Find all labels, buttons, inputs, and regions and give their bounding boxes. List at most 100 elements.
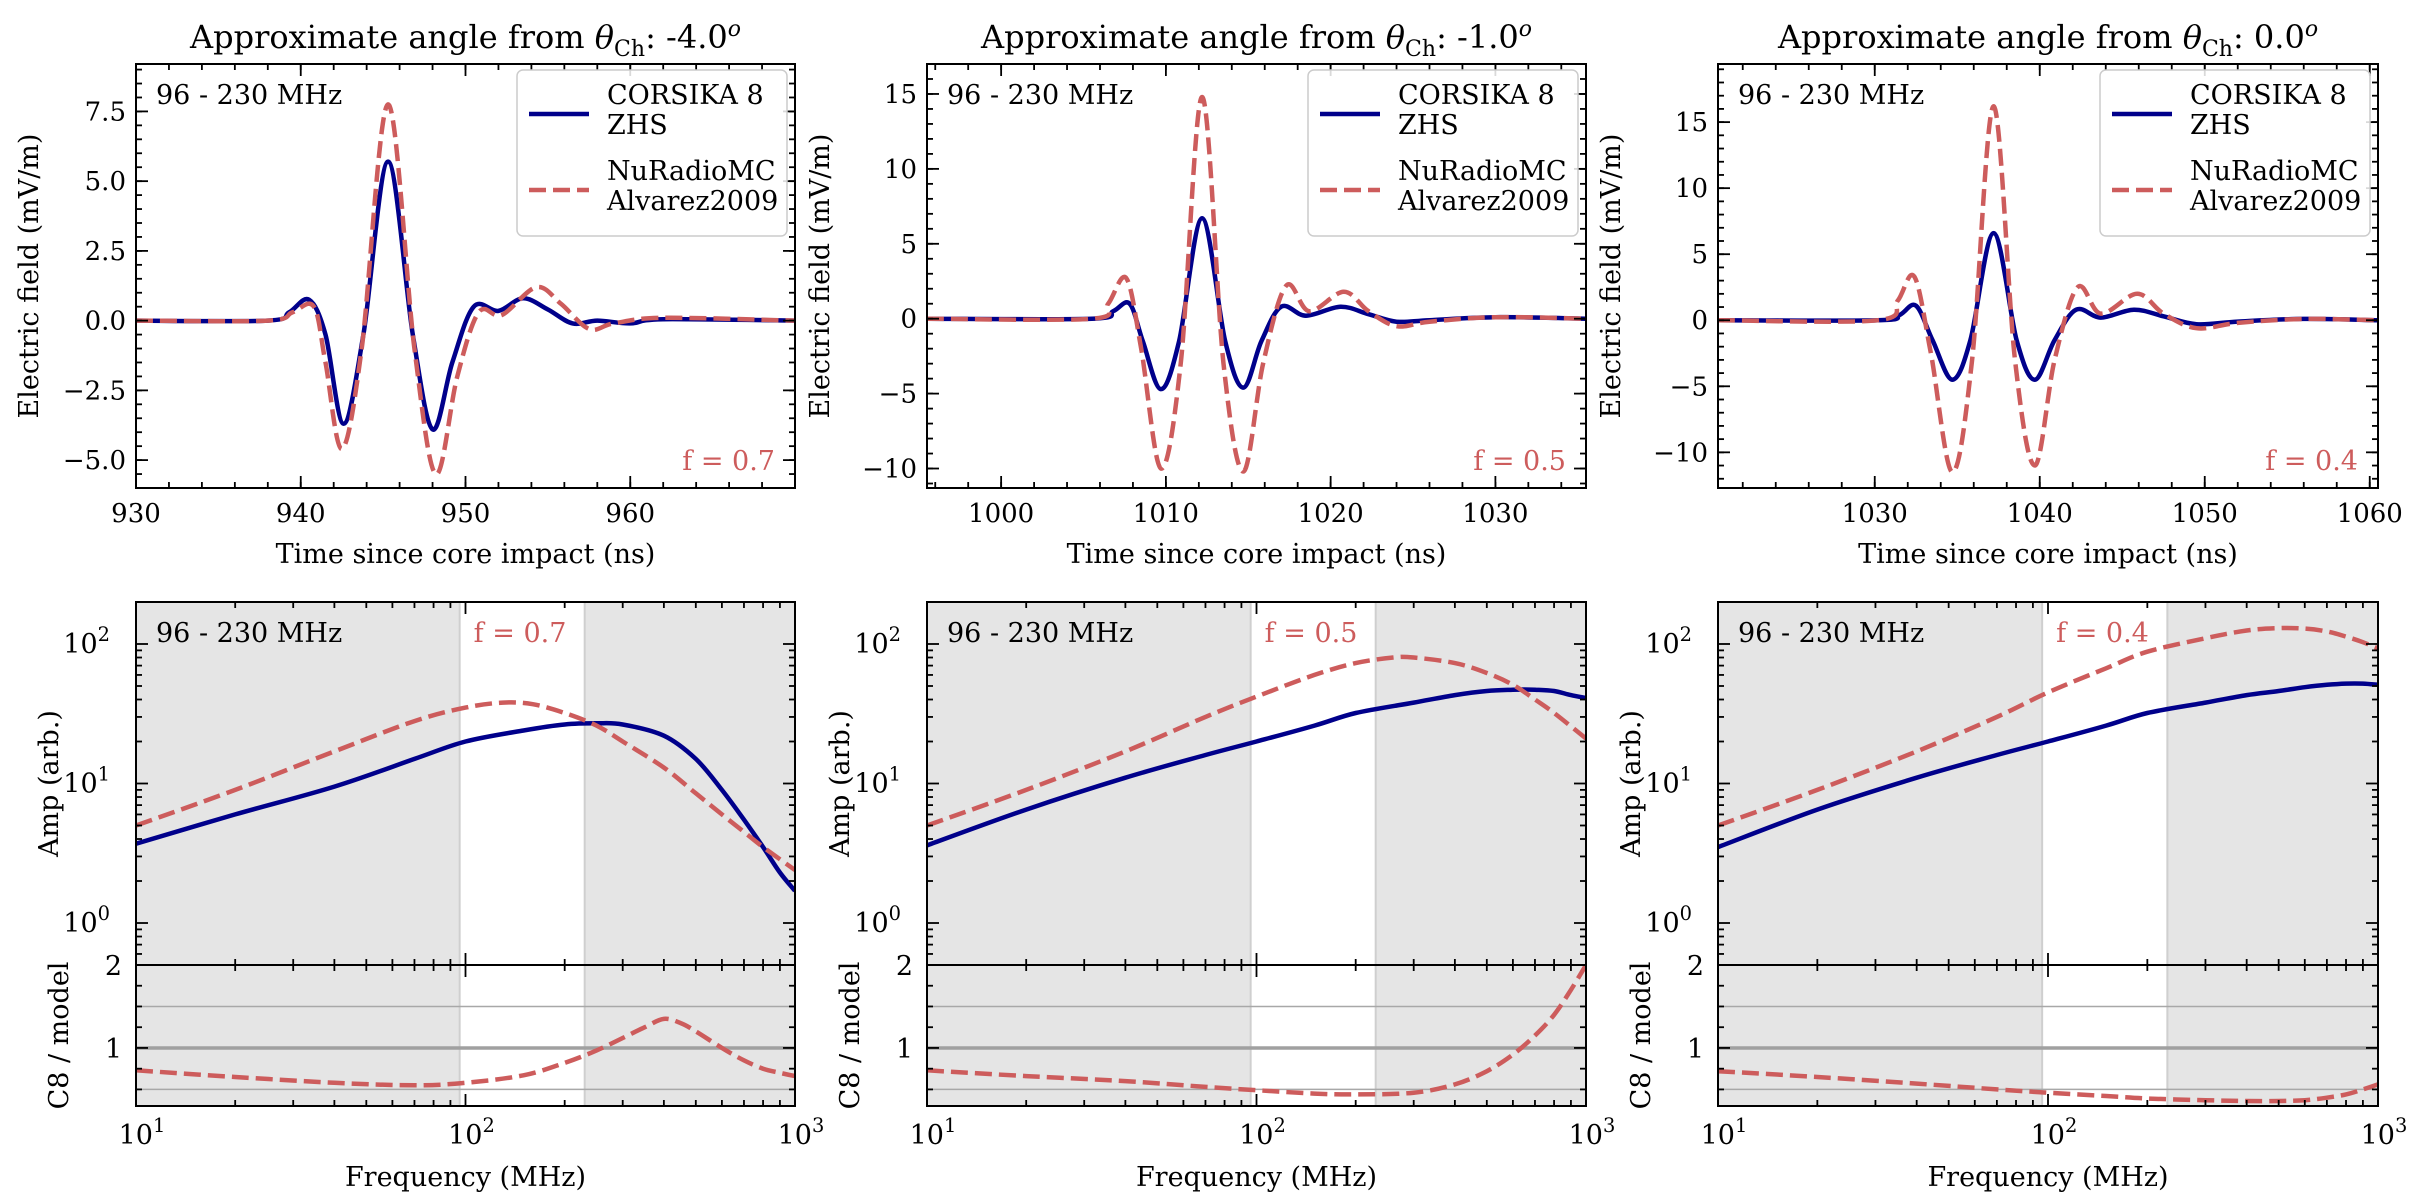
spectrum-panel-3: 100 101 102 96 - 230 MHz f = 0.4 Amp (arb.) xyxy=(1616,601,2379,966)
x-tick-label: 1030 xyxy=(1462,499,1528,529)
legend-label-0-line1: CORSIKA 8 xyxy=(2190,80,2347,111)
legend-label-1-line2: Alvarez2009 xyxy=(1397,186,1569,217)
panel-title: Approximate angle from θCh: -1.0o xyxy=(980,17,1532,62)
corsika-trace-line xyxy=(927,216,1586,392)
band-label: 96 - 230 MHz xyxy=(947,618,1133,649)
legend-label-1-line1: NuRadioMC xyxy=(607,156,776,187)
legend-box xyxy=(2099,69,2371,237)
shaded-region-low xyxy=(1718,965,2043,1106)
shaded-region-low xyxy=(136,602,460,965)
x-tick-label: 1030 xyxy=(1842,499,1908,529)
shaded-region-low xyxy=(927,965,1251,1106)
legend-label-0-line2: ZHS xyxy=(607,110,668,141)
legend-label-1-line1: NuRadioMC xyxy=(2190,156,2359,187)
f-label: f = 0.4 xyxy=(2265,446,2358,477)
ratio-panel-1: 101 102 103 1 2 Frequency (MHz) C8 / model xyxy=(44,951,824,1193)
x-tick-label: 103 xyxy=(778,1114,825,1151)
y-axis-label: C8 / model xyxy=(44,962,75,1110)
x-tick-label: 102 xyxy=(1239,1114,1286,1151)
y-tick-label: 15 xyxy=(884,80,917,110)
spectrum-panel-2: 100 101 102 96 - 230 MHz f = 0.5 Amp (arb.) xyxy=(825,601,1587,966)
y-tick-label: −5 xyxy=(1670,372,1708,402)
y-tick-label: 100 xyxy=(1645,902,1692,939)
f-label: f = 0.5 xyxy=(1265,618,1358,649)
y-tick-label: 101 xyxy=(854,762,901,799)
y-tick-label: 5.0 xyxy=(85,167,126,197)
x-axis-label: Frequency (MHz) xyxy=(345,1162,586,1193)
y-axis-label: Amp (arb.) xyxy=(825,710,856,858)
y-tick-label: −2.5 xyxy=(63,376,126,406)
f-label: f = 0.4 xyxy=(2056,618,2149,649)
legend-label-1-line2: Alvarez2009 xyxy=(2189,186,2361,217)
x-tick-label: 101 xyxy=(1701,1114,1748,1151)
y-tick-label: 1 xyxy=(1687,1034,1704,1065)
ratio-panel-3: 101 102 103 1 2 Frequency (MHz) C8 / model xyxy=(1626,951,2407,1193)
f-label: f = 0.7 xyxy=(474,618,567,649)
y-tick-label: 2.5 xyxy=(85,237,126,267)
shaded-region-low xyxy=(1718,602,2043,965)
x-tick-label: 103 xyxy=(1569,1114,1616,1151)
x-tick-label: 960 xyxy=(605,499,655,529)
y-axis-label: Amp (arb.) xyxy=(1616,710,1647,858)
nuradiomc-spectrum-line xyxy=(136,700,795,872)
x-tick-label: 103 xyxy=(2361,1114,2408,1151)
x-tick-label: 1010 xyxy=(1133,499,1199,529)
y-tick-label: 0 xyxy=(1691,306,1708,336)
y-tick-label: −5.0 xyxy=(63,446,126,476)
legend-label-0-line1: CORSIKA 8 xyxy=(607,80,764,111)
y-tick-label: 0 xyxy=(900,305,917,335)
x-tick-label: 102 xyxy=(448,1114,495,1151)
x-axis-label: Frequency (MHz) xyxy=(1136,1162,1377,1193)
y-tick-label: 2 xyxy=(896,951,913,982)
x-axis-label: Time since core impact (ns) xyxy=(276,539,656,570)
time-panel-1: 930 940 950 960 −5.0 −2.5 0.0 2.5 5.0 7.5 Approxim… xyxy=(14,17,796,570)
corsika-spectrum-line xyxy=(1718,681,2378,850)
y-tick-label: −10 xyxy=(862,455,917,485)
shaded-region-high xyxy=(584,602,795,965)
axes-frame xyxy=(1717,63,2379,489)
shaded-region-high xyxy=(584,965,795,1106)
band-label: 96 - 230 MHz xyxy=(156,80,342,111)
time-panel-2: 1000 1010 1020 1030 −10 −5 0 5 10 15 Approximate a… xyxy=(805,17,1587,570)
x-tick-label: 950 xyxy=(441,499,491,529)
y-axis-label: Electric field (mV/m) xyxy=(1596,134,1627,419)
shaded-region-low xyxy=(136,965,460,1106)
f-label: f = 0.7 xyxy=(682,446,775,477)
x-tick-label: 940 xyxy=(276,499,326,529)
shaded-region-high xyxy=(1375,602,1586,965)
x-tick-label: 1020 xyxy=(1298,499,1364,529)
y-tick-label: 0.0 xyxy=(85,307,126,337)
panel-title: Approximate angle from θCh: -4.0o xyxy=(189,17,741,62)
legend-label-1-line1: NuRadioMC xyxy=(1398,156,1567,187)
shaded-region-low xyxy=(927,602,1251,965)
y-tick-label: 102 xyxy=(63,623,110,660)
x-tick-label: 1050 xyxy=(2172,499,2238,529)
corsika-trace-line xyxy=(1718,230,2378,382)
x-tick-label: 101 xyxy=(119,1114,166,1151)
legend-box xyxy=(516,69,788,237)
ratio-line xyxy=(1718,1068,2378,1104)
f-label: f = 0.5 xyxy=(1473,446,1566,477)
y-tick-label: −5 xyxy=(879,380,917,410)
ratio-panel-2: 101 102 103 1 2 Frequency (MHz) C8 / model xyxy=(835,951,1615,1193)
y-axis-label: Electric field (mV/m) xyxy=(14,134,45,419)
panel-title: Approximate angle from θCh: 0.0o xyxy=(1777,17,2318,62)
legend-box xyxy=(1307,69,1579,237)
nuradiomc-spectrum-line xyxy=(927,654,1586,828)
band-label: 96 - 230 MHz xyxy=(156,618,342,649)
y-tick-label: 5 xyxy=(1691,240,1708,270)
shaded-region-high xyxy=(2167,602,2378,965)
y-tick-label: 101 xyxy=(1645,762,1692,799)
y-tick-label: 2 xyxy=(105,951,122,982)
x-tick-label: 101 xyxy=(910,1114,957,1151)
y-tick-label: 100 xyxy=(63,902,110,939)
nuradiomc-spectrum-line xyxy=(1718,625,2378,828)
x-axis-label: Time since core impact (ns) xyxy=(1067,539,1447,570)
x-axis-label: Time since core impact (ns) xyxy=(1858,539,2238,570)
y-tick-label: 100 xyxy=(854,902,901,939)
ratio-line xyxy=(136,1016,795,1088)
y-tick-label: 15 xyxy=(1675,108,1708,138)
y-tick-label: 2 xyxy=(1687,951,1704,982)
y-tick-label: 102 xyxy=(1645,623,1692,660)
